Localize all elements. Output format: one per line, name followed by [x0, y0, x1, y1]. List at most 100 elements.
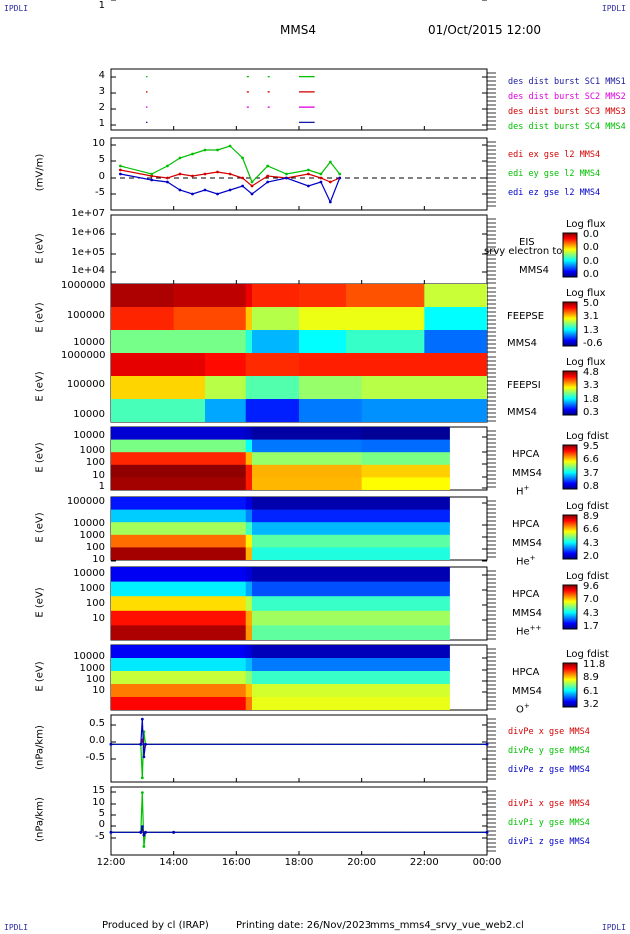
heatmap-cell — [173, 307, 247, 331]
y-tick-label: 1000 — [79, 445, 105, 456]
legend-entry: divPe x gse MMS4 — [508, 727, 590, 737]
heatmap-cell — [111, 427, 247, 441]
heatmap-cell — [111, 567, 247, 583]
heatmap-cell — [111, 534, 247, 548]
heatmap-cell — [252, 534, 450, 548]
colorbar-value: 1.7 — [583, 621, 599, 632]
y-tick-label: 10000 — [73, 568, 105, 579]
series-point — [150, 172, 154, 176]
heatmap-cell — [111, 376, 206, 400]
series-point — [150, 178, 154, 182]
heatmap-cell — [299, 353, 363, 377]
heatmap-cell — [111, 464, 247, 478]
legend-entry: divPi x gse MMS4 — [508, 799, 590, 809]
heatmap-cell — [111, 547, 247, 560]
y-tick-label: 1e+06 — [71, 227, 105, 238]
series-point — [178, 172, 182, 176]
series-line — [111, 731, 487, 778]
heatmap-cell — [361, 427, 450, 441]
heatmap-cell — [252, 330, 300, 353]
series-point — [191, 174, 194, 178]
panel-frame — [110, 714, 488, 783]
heatmap-cell — [245, 330, 253, 353]
species-label: He+ — [516, 554, 536, 567]
heatmap-cell — [252, 645, 450, 659]
colorbar-value: 9.5 — [583, 441, 599, 452]
legend-entry: des dist burst SC3 MMS3 — [508, 107, 626, 117]
series-point — [250, 192, 254, 196]
y-axis-label: E (eV) — [34, 232, 46, 264]
instrument-label: MMS4 — [512, 686, 542, 697]
instrument-label: FEEPSI — [507, 380, 541, 391]
series-line — [111, 792, 487, 847]
instrument-label: MMS4 — [512, 538, 542, 549]
heatmap-cell — [111, 596, 247, 612]
colorbar-value: 1.8 — [583, 393, 599, 405]
series-point — [109, 742, 113, 746]
series-point — [166, 180, 169, 184]
species-charge: + — [523, 484, 530, 492]
series-point — [144, 742, 147, 746]
colorbar-value: 4.3 — [583, 607, 599, 619]
y-tick-label: 10000 — [73, 651, 105, 662]
series-line — [111, 719, 487, 757]
y-tick-label: 10 — [92, 685, 105, 696]
series-point — [178, 156, 182, 160]
heatmap-cell — [252, 284, 300, 308]
heatmap-cell — [252, 439, 363, 453]
series-point — [142, 845, 146, 848]
colorbar-value: -0.6 — [583, 338, 603, 349]
colorbar-title: Log flux — [566, 219, 606, 230]
y-axis-label: (mV/m) — [34, 153, 46, 192]
colorbar-title: Log flux — [566, 357, 606, 368]
heatmap-cell — [252, 658, 450, 672]
heatmap-cell — [111, 330, 175, 353]
heatmap-cell — [299, 376, 363, 400]
y-tick-label: 10 — [92, 613, 105, 624]
colorbar — [562, 584, 578, 630]
series-point — [307, 184, 310, 188]
heatmap-cell — [252, 625, 450, 640]
heatmap-cell — [245, 497, 253, 511]
x-tick-label: 14:00 — [159, 857, 189, 868]
species-label: O+ — [516, 702, 530, 715]
y-tick-label: 0 — [98, 171, 105, 182]
heatmap-cell — [299, 284, 347, 308]
y-tick-label: 1000 — [79, 583, 105, 594]
series-point — [119, 164, 122, 168]
datetime-title: 01/Oct/2015 12:00 — [428, 23, 542, 37]
corner-label-bottom-left: IPDLI — [4, 923, 29, 932]
series-point — [285, 172, 288, 176]
heatmap-cell — [245, 658, 253, 672]
series-point — [485, 742, 489, 746]
series-line — [120, 173, 341, 204]
heatmap-cell — [245, 439, 253, 453]
colorbar-value: 0.8 — [583, 481, 599, 492]
heatmap-cell — [361, 439, 450, 453]
heatmap-hpca-h- — [111, 427, 450, 490]
y-axis-label: E (eV) — [34, 370, 46, 402]
colorbar — [562, 232, 578, 278]
instrument-label: MMS4 — [507, 338, 537, 349]
legend-entry: des dist burst SC1 MMS1 — [508, 77, 626, 87]
heatmap-cell — [245, 671, 253, 685]
colorbar-value: 1.3 — [583, 324, 599, 336]
heatmap-cell — [111, 581, 247, 597]
colorbar-title: Log fdist — [566, 571, 609, 582]
legend-entry: edi ey gse l2 MMS4 — [508, 169, 601, 179]
series-point — [307, 172, 310, 176]
y-tick-label: 1000000 — [61, 280, 106, 291]
heatmap-hpca-he- — [111, 497, 450, 560]
colorbar-title: Log fdist — [566, 649, 609, 660]
colorbar — [562, 444, 578, 490]
colorbar-value: 2.0 — [583, 551, 599, 562]
colorbar-value: 0.3 — [583, 407, 599, 418]
colorbar-value: 3.3 — [583, 380, 599, 392]
heatmap-cell — [111, 522, 247, 536]
series-point — [166, 164, 169, 168]
heatmap-cell — [252, 452, 363, 466]
panel-burst — [110, 68, 496, 131]
legend-entry: divPe z gse MMS4 — [508, 765, 590, 775]
heatmap-cell — [111, 439, 247, 453]
